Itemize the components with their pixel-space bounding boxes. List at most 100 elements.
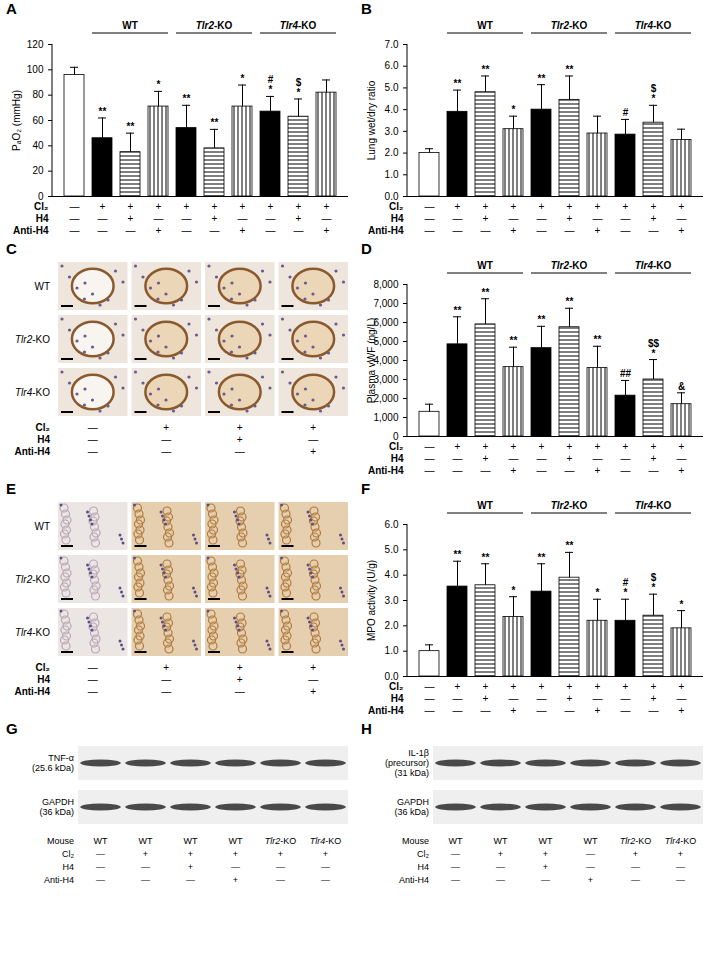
svg-text:—: — — [96, 849, 105, 859]
svg-text:+: + — [595, 465, 601, 476]
svg-text:—: — — [586, 862, 595, 872]
svg-text:—: — — [425, 441, 435, 452]
svg-text:**: ** — [127, 121, 135, 132]
svg-text:3,000: 3,000 — [373, 374, 398, 385]
svg-text:Anti-H4: Anti-H4 — [368, 225, 404, 236]
svg-text:—: — — [453, 453, 463, 464]
svg-text:+: + — [483, 681, 489, 692]
svg-text:+: + — [278, 849, 283, 859]
svg-text:H4: H4 — [417, 862, 429, 872]
svg-text:+: + — [483, 441, 489, 452]
svg-text:+: + — [539, 201, 545, 212]
svg-text:—: — — [88, 686, 98, 697]
svg-text:Tlr4-KO: Tlr4-KO — [635, 20, 672, 31]
svg-text:+: + — [511, 465, 517, 476]
svg-text:Tlr4-KO: Tlr4-KO — [665, 836, 697, 846]
svg-text:**: ** — [211, 117, 219, 128]
svg-text:+: + — [156, 201, 162, 212]
svg-text:(36 kDa): (36 kDa) — [39, 807, 74, 817]
svg-text:—: — — [621, 225, 631, 236]
svg-text:+: + — [651, 693, 657, 704]
svg-text:MPO activity (U/g): MPO activity (U/g) — [366, 560, 377, 641]
svg-text:—: — — [677, 453, 687, 464]
svg-text:3.0: 3.0 — [385, 126, 399, 137]
svg-text:**: ** — [538, 314, 546, 325]
svg-text:—: — — [621, 213, 631, 224]
svg-text:+: + — [310, 662, 316, 673]
svg-text:—: — — [425, 213, 435, 224]
svg-text:+: + — [163, 662, 169, 673]
svg-text:WT: WT — [477, 20, 493, 31]
svg-text:Cl₂: Cl₂ — [62, 849, 74, 859]
svg-text:—: — — [161, 446, 171, 457]
svg-text:—: — — [425, 225, 435, 236]
svg-text:—: — — [321, 862, 330, 872]
svg-text:Anti-H4: Anti-H4 — [13, 225, 49, 236]
svg-text:—: — — [649, 465, 659, 476]
svg-text:—: — — [141, 875, 150, 885]
svg-text:+: + — [310, 686, 316, 697]
svg-text:Tlr2-KO: Tlr2-KO — [551, 260, 588, 271]
svg-text:**: ** — [454, 549, 462, 560]
svg-text:—: — — [425, 693, 435, 704]
svg-text:—: — — [509, 213, 519, 224]
svg-text:5.0: 5.0 — [385, 82, 399, 93]
svg-text:IL-1β: IL-1β — [408, 748, 429, 758]
svg-text:—: — — [321, 875, 330, 885]
svg-text:—: — — [676, 862, 685, 872]
svg-text:Tlr4-KO: Tlr4-KO — [635, 500, 672, 511]
svg-text:WT: WT — [584, 836, 598, 846]
svg-text:—: — — [593, 213, 603, 224]
svg-text:—: — — [308, 674, 318, 685]
svg-text:WT: WT — [539, 836, 553, 846]
svg-text:H4: H4 — [391, 453, 404, 464]
svg-text:+: + — [511, 201, 517, 212]
svg-text:+: + — [595, 441, 601, 452]
svg-text:+: + — [483, 693, 489, 704]
svg-text:5,000: 5,000 — [373, 336, 398, 347]
svg-text:+: + — [651, 201, 657, 212]
svg-text:1.0: 1.0 — [385, 645, 399, 656]
svg-text:—: — — [88, 674, 98, 685]
svg-text:7.0: 7.0 — [385, 39, 399, 50]
svg-text:+: + — [237, 422, 243, 433]
svg-text:3.0: 3.0 — [385, 595, 399, 606]
svg-text:Tlr4-KO: Tlr4-KO — [635, 260, 672, 271]
svg-text:+: + — [188, 862, 193, 872]
svg-text:+: + — [212, 201, 218, 212]
svg-text:—: — — [98, 225, 108, 236]
svg-text:—: — — [453, 693, 463, 704]
svg-text:—: — — [453, 213, 463, 224]
svg-text:—: — — [677, 213, 687, 224]
svg-text:+: + — [296, 213, 302, 224]
svg-text:—: — — [186, 875, 195, 885]
svg-text:—: — — [453, 225, 463, 236]
svg-text:—: — — [621, 453, 631, 464]
svg-text:4.0: 4.0 — [385, 104, 399, 115]
svg-text:*: * — [241, 73, 245, 84]
svg-text:—: — — [70, 225, 80, 236]
svg-text:#: # — [623, 107, 629, 118]
svg-text:WT: WT — [184, 836, 198, 846]
svg-text:—: — — [425, 705, 435, 716]
svg-text:—: — — [676, 875, 685, 885]
svg-text:60: 60 — [32, 115, 44, 126]
svg-text:—: — — [631, 862, 640, 872]
svg-text:H4: H4 — [37, 674, 50, 685]
svg-text:2,000: 2,000 — [373, 393, 398, 404]
svg-text:+: + — [188, 849, 193, 859]
svg-text:+: + — [623, 201, 629, 212]
svg-text:+: + — [184, 201, 190, 212]
svg-text:WT: WT — [34, 521, 50, 532]
svg-text:+: + — [543, 849, 548, 859]
svg-text:Anti-H4: Anti-H4 — [399, 875, 429, 885]
svg-text:Tlr4-KO: Tlr4-KO — [310, 836, 342, 846]
svg-text:*: * — [596, 587, 600, 598]
svg-text:+: + — [498, 849, 503, 859]
svg-text:#*: #* — [623, 577, 629, 598]
svg-text:—: — — [621, 693, 631, 704]
svg-text:+: + — [323, 849, 328, 859]
svg-text:+: + — [588, 875, 593, 885]
svg-text:—: — — [266, 225, 276, 236]
svg-text:Cl₂: Cl₂ — [36, 662, 50, 673]
